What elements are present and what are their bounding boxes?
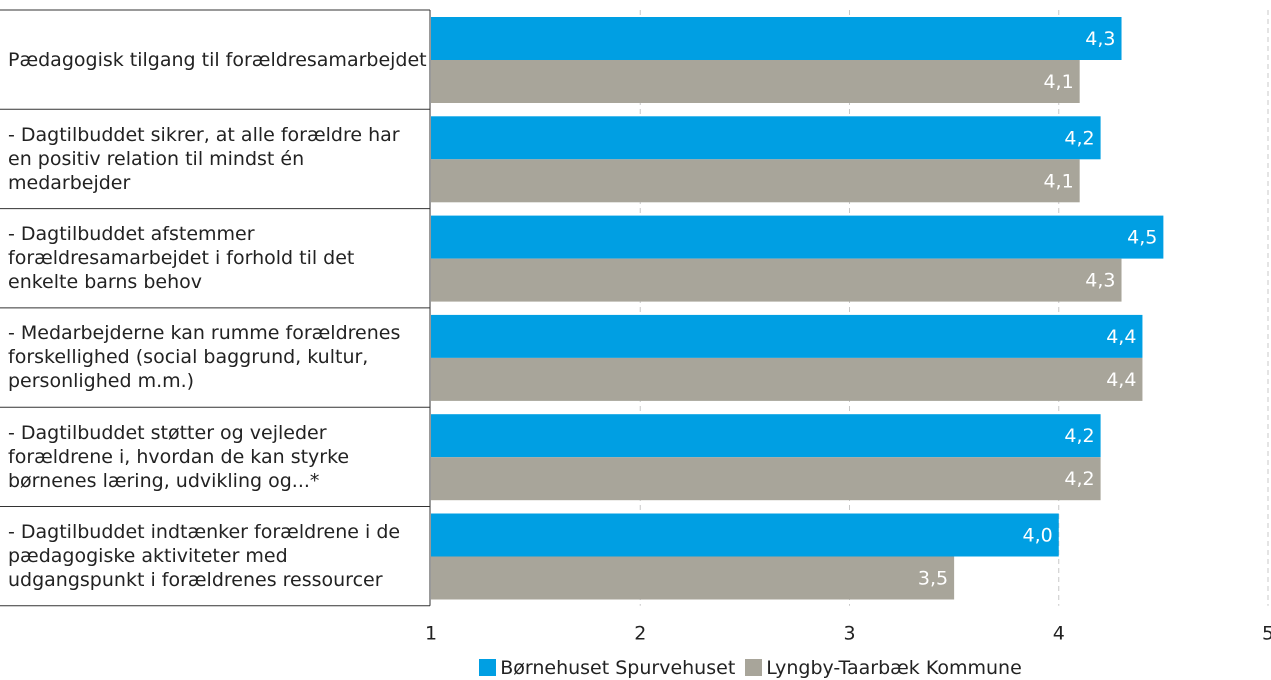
bar [431, 116, 1101, 160]
value-label: 4,1 [1043, 71, 1073, 93]
bar [431, 159, 1080, 203]
x-tick-label: 4 [1053, 623, 1065, 645]
bar [431, 215, 1164, 259]
x-tick-label: 2 [634, 623, 646, 645]
category-label: - Dagtilbuddet sikrer, at alle forældre … [8, 123, 400, 194]
bar [431, 60, 1080, 103]
value-label: 3,5 [918, 568, 948, 590]
legend-label: Børnehuset Spurvehuset [500, 657, 736, 679]
bar [431, 513, 1059, 557]
x-tick-label: 1 [425, 623, 437, 645]
x-tick-label: 5 [1262, 623, 1271, 645]
bar [431, 314, 1143, 358]
value-label: 4,4 [1106, 326, 1136, 348]
x-tick-label: 3 [843, 623, 855, 645]
value-label: 4,2 [1064, 425, 1094, 447]
category-label: - Medarbejderne kan rumme forældrenes fo… [8, 322, 401, 393]
legend-label: Lyngby-Taarbæk Kommune [766, 657, 1022, 679]
legend: Børnehuset Spurvehuset Lyngby-Taarbæk Kom… [0, 657, 1271, 679]
category-label: - Dagtilbuddet indtænker forældrene i de… [8, 521, 401, 591]
category-label: Pædagogisk tilgang til forældresamarbejd… [8, 48, 427, 71]
bar [431, 258, 1122, 302]
value-label: 4,1 [1043, 170, 1073, 192]
bar [431, 357, 1143, 401]
value-label: 4,3 [1085, 28, 1115, 50]
legend-swatch [479, 659, 497, 676]
value-label: 4,2 [1064, 127, 1094, 149]
value-label: 4,0 [1023, 525, 1053, 547]
category-label: - Dagtilbuddet støtter og vejleder foræl… [8, 421, 350, 492]
bar [431, 556, 955, 600]
bar [431, 414, 1101, 458]
value-label: 4,2 [1064, 468, 1094, 490]
value-label: 4,4 [1106, 369, 1136, 391]
legend-swatch [745, 659, 763, 676]
bar [431, 457, 1101, 501]
value-label: 4,3 [1085, 270, 1115, 292]
value-label: 4,5 [1127, 227, 1157, 249]
bar [431, 17, 1122, 60]
category-label: - Dagtilbuddet afstemmer forældresamarbe… [8, 223, 355, 294]
